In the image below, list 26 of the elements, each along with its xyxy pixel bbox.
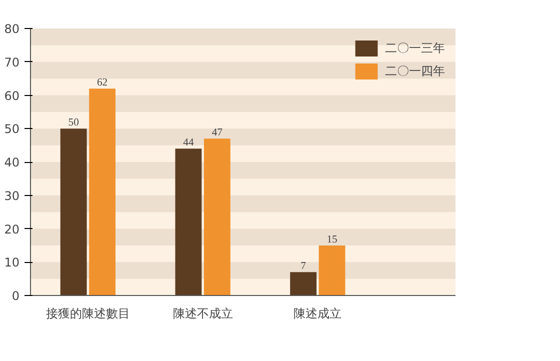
data-label: 7 — [300, 261, 307, 272]
data-label: 47 — [212, 128, 224, 139]
legend-label: 二〇一四年 — [385, 62, 445, 80]
bar — [204, 138, 230, 296]
data-label: 50 — [68, 118, 79, 129]
y-tick-label: 40 — [4, 156, 20, 170]
x-tick-label: 陳述成立 — [294, 306, 342, 320]
x-tick-label: 接獲的陳述數目 — [46, 306, 130, 320]
bar — [60, 128, 87, 296]
bar — [175, 148, 202, 296]
bar — [89, 88, 116, 296]
y-tick-label: 30 — [4, 188, 20, 203]
legend-label: 二〇一三年 — [385, 40, 445, 56]
y-tick-label: 80 — [4, 22, 20, 36]
x-tick-label: 陳述不成立 — [172, 306, 233, 320]
data-label: 15 — [326, 234, 338, 246]
y-tick-label: 70 — [4, 55, 20, 70]
y-tick-label: 60 — [4, 88, 20, 103]
data-label: 62 — [96, 78, 108, 89]
bar — [290, 272, 317, 296]
y-tick-label: 20 — [4, 222, 20, 236]
y-tick-label: 10 — [4, 256, 20, 270]
data-label: 44 — [183, 138, 194, 149]
bar — [318, 245, 346, 296]
y-tick-label: 50 — [4, 122, 20, 136]
y-tick-label: 0 — [12, 289, 20, 303]
